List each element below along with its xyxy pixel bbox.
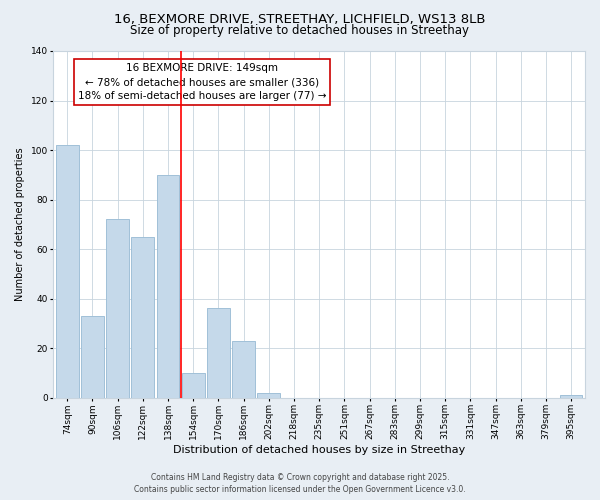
Bar [182,373,205,398]
Bar [56,145,79,398]
Bar [81,316,104,398]
Y-axis label: Number of detached properties: Number of detached properties [15,148,25,301]
Bar [157,175,179,398]
Text: 16, BEXMORE DRIVE, STREETHAY, LICHFIELD, WS13 8LB: 16, BEXMORE DRIVE, STREETHAY, LICHFIELD,… [114,12,486,26]
Bar [560,395,583,398]
Bar [131,236,154,398]
Text: 16 BEXMORE DRIVE: 149sqm
← 78% of detached houses are smaller (336)
18% of semi-: 16 BEXMORE DRIVE: 149sqm ← 78% of detach… [78,63,326,101]
Text: Contains HM Land Registry data © Crown copyright and database right 2025.
Contai: Contains HM Land Registry data © Crown c… [134,472,466,494]
X-axis label: Distribution of detached houses by size in Streethay: Distribution of detached houses by size … [173,445,466,455]
Text: Size of property relative to detached houses in Streethay: Size of property relative to detached ho… [131,24,470,37]
Bar [106,220,129,398]
Bar [232,340,255,398]
Bar [207,308,230,398]
Bar [257,392,280,398]
